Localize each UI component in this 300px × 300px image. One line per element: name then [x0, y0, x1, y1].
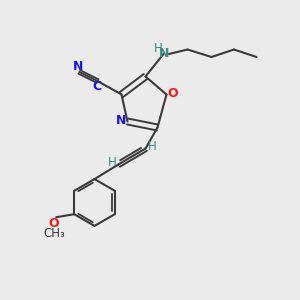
Text: CH₃: CH₃	[43, 227, 65, 240]
Text: N: N	[116, 114, 126, 127]
Text: H: H	[148, 140, 157, 153]
Text: C: C	[92, 80, 101, 93]
Text: N: N	[159, 47, 170, 60]
Text: O: O	[49, 217, 59, 230]
Text: H: H	[107, 155, 116, 169]
Text: O: O	[168, 86, 178, 100]
Text: H: H	[154, 42, 163, 55]
Text: N: N	[73, 60, 83, 73]
